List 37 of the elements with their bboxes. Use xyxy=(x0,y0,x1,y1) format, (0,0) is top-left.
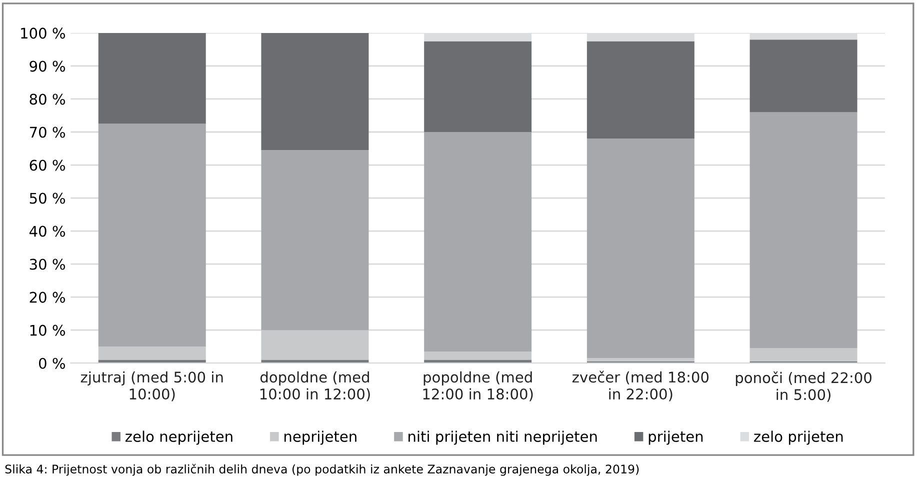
bar xyxy=(261,150,369,330)
x-tick-label: popoldne (med 12:00 in 18:00) xyxy=(423,371,533,402)
y-tick-label: 40 % xyxy=(29,226,66,237)
bar xyxy=(261,32,369,150)
bar xyxy=(98,346,206,360)
bar xyxy=(750,40,858,112)
x-tick-label: dopoldne (med 10:00 in 12:00) xyxy=(260,371,370,402)
bar xyxy=(750,112,858,348)
y-tick-label: 90 % xyxy=(30,60,66,72)
bar xyxy=(586,138,694,358)
legend-label: zelo neprijeten xyxy=(125,430,232,445)
bar xyxy=(424,132,532,352)
bar xyxy=(424,352,532,360)
y-tick-label: 20 % xyxy=(30,292,66,303)
text: Slika 4: Prijetnost vonja ob različnih delih dneva (po podatkih iz ankete Zaznavanje grajenega okolja, 2019) xyxy=(5,464,639,476)
legend-label: neprijeten xyxy=(284,430,356,445)
y-tick-label: 60 % xyxy=(30,160,66,171)
bar xyxy=(424,41,532,132)
x-tick-label: ponoči (med 22:00 in 5:00) xyxy=(736,371,872,402)
x-tick-label: zvečer (med 18:00 in 22:00) xyxy=(572,370,709,402)
bar xyxy=(98,32,206,124)
legend-label: niti prijeten niti neprijeten xyxy=(408,430,597,445)
bar xyxy=(586,41,694,139)
legend-label: prijeten xyxy=(648,430,703,445)
bar xyxy=(586,358,694,362)
bar xyxy=(261,330,369,360)
y-tick-label: 80 % xyxy=(30,94,66,105)
y-tick-label: 30 % xyxy=(30,258,66,270)
y-tick-label: 50 % xyxy=(30,192,66,204)
y-tick-label: 10 % xyxy=(30,324,66,336)
x-tick-label: zjutraj (med 5:00 in 10:00) xyxy=(80,371,223,402)
y-tick-label: 70 % xyxy=(30,126,66,138)
bar xyxy=(98,124,206,347)
y-tick-label: 0 % xyxy=(39,358,66,369)
bar xyxy=(750,348,858,362)
y-tick-label: 100 % xyxy=(21,28,66,39)
legend-label: zelo prijeten xyxy=(754,430,843,445)
